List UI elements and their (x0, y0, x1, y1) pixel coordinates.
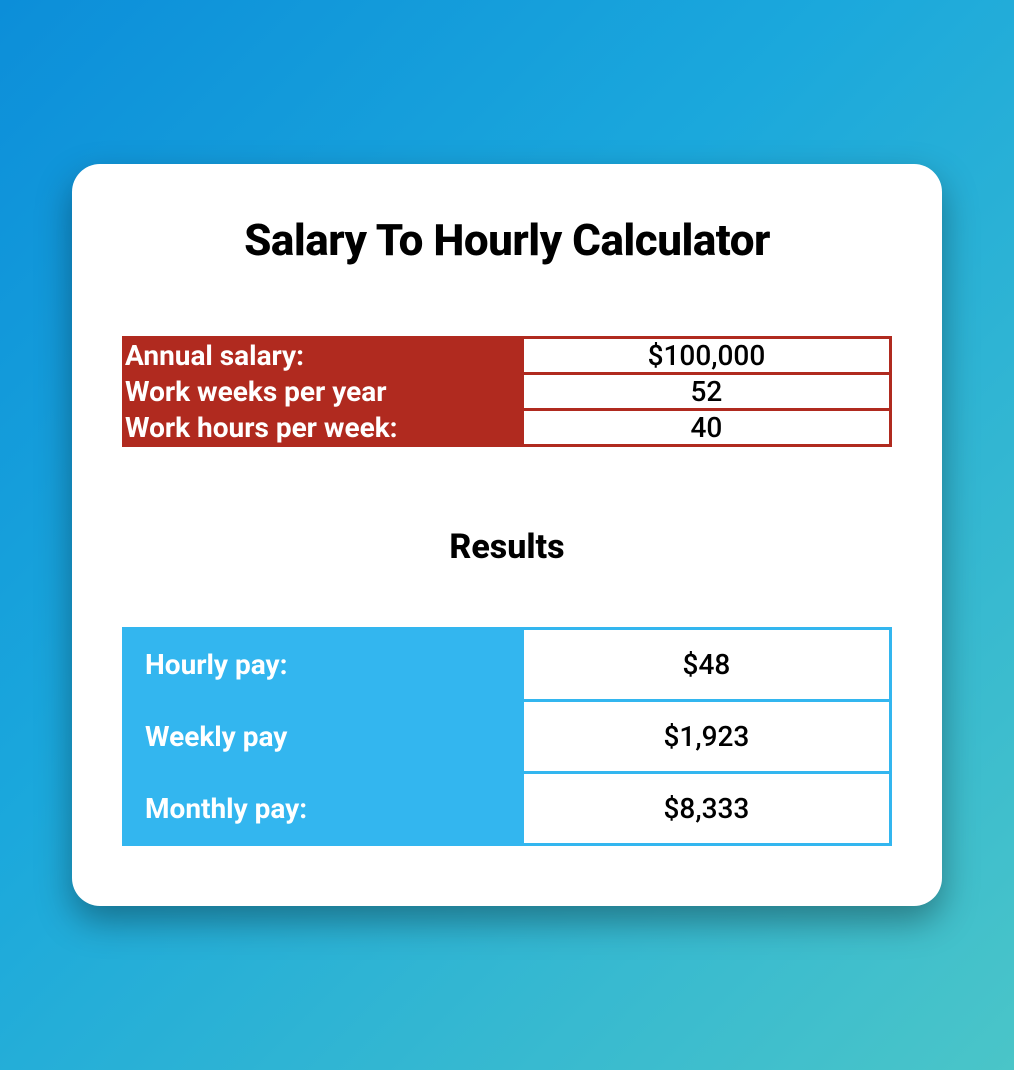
results-table: Hourly pay: $48 Weekly pay $1,923 Monthl… (122, 627, 892, 846)
hourly-pay-label: Hourly pay: (124, 629, 523, 701)
table-row: Annual salary: $100,000 (124, 338, 891, 374)
hourly-pay-value: $48 (522, 629, 890, 701)
results-heading: Results (122, 527, 892, 567)
work-weeks-input[interactable]: 52 (522, 374, 890, 410)
work-weeks-label: Work weeks per year (124, 374, 523, 410)
table-row: Hourly pay: $48 (124, 629, 891, 701)
annual-salary-input[interactable]: $100,000 (522, 338, 890, 374)
table-row: Work weeks per year 52 (124, 374, 891, 410)
table-row: Weekly pay $1,923 (124, 701, 891, 773)
work-hours-input[interactable]: 40 (522, 410, 890, 446)
table-row: Work hours per week: 40 (124, 410, 891, 446)
table-row: Monthly pay: $8,333 (124, 773, 891, 845)
monthly-pay-label: Monthly pay: (124, 773, 523, 845)
page-title: Salary To Hourly Calculator (122, 214, 892, 266)
annual-salary-label: Annual salary: (124, 338, 523, 374)
calculator-card: Salary To Hourly Calculator Annual salar… (72, 164, 942, 906)
weekly-pay-label: Weekly pay (124, 701, 523, 773)
input-table: Annual salary: $100,000 Work weeks per y… (122, 336, 892, 447)
weekly-pay-value: $1,923 (522, 701, 890, 773)
work-hours-label: Work hours per week: (124, 410, 523, 446)
monthly-pay-value: $8,333 (522, 773, 890, 845)
